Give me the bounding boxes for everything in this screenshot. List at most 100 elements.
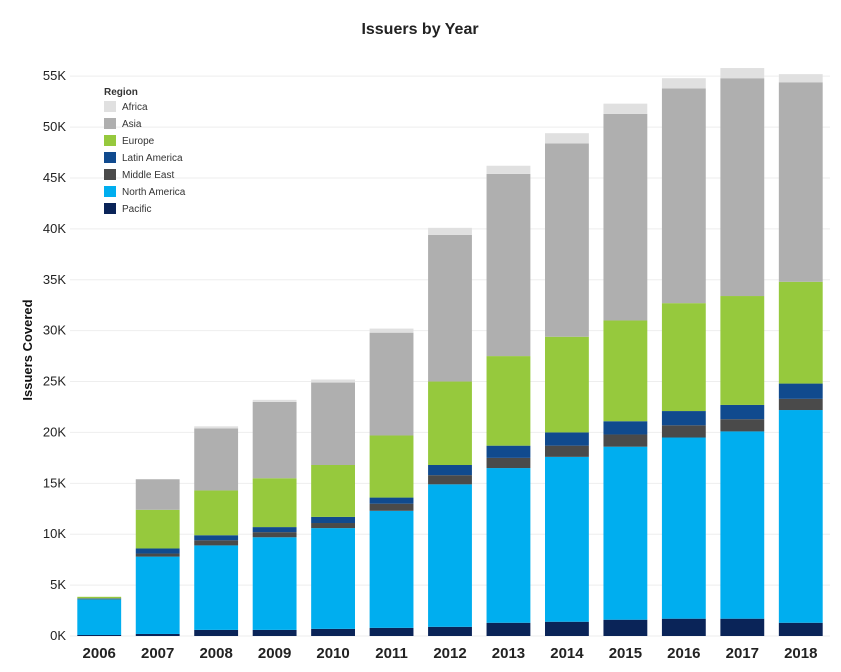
bar-2016-latin-america <box>661 411 706 426</box>
x-tick-label: 2012 <box>433 645 466 662</box>
y-tick-label: 50K <box>43 119 66 134</box>
bar-2018-asia <box>778 82 823 282</box>
bar-2016-europe <box>661 303 706 412</box>
bar-2008-north-america <box>194 545 239 630</box>
bar-2018-pacific <box>778 622 823 636</box>
x-tick-label: 2018 <box>784 645 817 662</box>
bar-2007-north-america <box>135 556 180 634</box>
legend-label-africa: Africa <box>122 102 148 113</box>
bar-2012-middle-east <box>428 475 472 485</box>
bar-2016-north-america <box>661 437 706 619</box>
bar-2010-africa <box>311 379 355 383</box>
x-axis-ticks: 2006 2007 2008 2009 2010 2011 2012 2013 2014 2015… <box>83 645 818 662</box>
bar-2015-latin-america <box>603 421 648 435</box>
bar-2008-asia <box>194 428 239 491</box>
bar-2011-asia <box>369 332 414 436</box>
x-tick-label: 2010 <box>316 645 349 662</box>
bar-2014-middle-east <box>545 445 589 457</box>
bar-2015-europe <box>603 320 648 422</box>
bar-2014-africa <box>545 133 589 144</box>
x-tick-label: 2011 <box>375 645 408 662</box>
bar-2015-asia <box>603 113 648 321</box>
bar-2013-asia <box>486 173 531 357</box>
bar-2018-africa <box>778 74 823 83</box>
bar-2017-africa <box>720 68 765 79</box>
bar-2016-asia <box>661 88 706 304</box>
chart-title: Issuers by Year <box>361 21 478 38</box>
bar-2017-latin-america <box>720 404 765 420</box>
bar-2014-pacific <box>545 621 589 636</box>
bar-2013-latin-america <box>486 445 531 458</box>
bar-2013-pacific <box>486 622 531 636</box>
y-tick-label: 20K <box>43 424 66 439</box>
y-axis-label: Issuers Covered <box>20 299 35 400</box>
legend-swatch-asia <box>104 118 116 129</box>
bar-2014-europe <box>545 336 589 433</box>
legend-swatch-latin-america <box>104 152 116 163</box>
bar-2010-pacific <box>311 628 355 636</box>
legend-label-middle-east: Middle East <box>122 170 174 181</box>
bar-2013-europe <box>486 356 531 446</box>
y-tick-label: 35K <box>43 272 66 287</box>
x-tick-label: 2016 <box>667 645 700 662</box>
bar-2018-europe <box>778 281 823 384</box>
bar-2009-africa <box>252 399 297 402</box>
x-tick-label: 2017 <box>726 645 759 662</box>
bar-2010-europe <box>311 465 355 517</box>
y-tick-label: 40K <box>43 221 66 236</box>
bar-2010-latin-america <box>311 516 355 524</box>
y-tick-label: 5K <box>50 577 66 592</box>
bar-2013-africa <box>486 165 531 174</box>
bar-2014-asia <box>545 143 589 337</box>
bar-2009-pacific <box>252 629 297 636</box>
bar-2011-middle-east <box>369 503 414 511</box>
bar-2009-europe <box>252 478 297 528</box>
y-axis-ticks: 0K 5K 10K 15K 20K 25K 30K 35K 40K 45K 50K 55K <box>43 68 66 643</box>
x-tick-label: 2006 <box>83 645 116 662</box>
bar-2017-europe <box>720 296 765 405</box>
y-tick-label: 10K <box>43 526 66 541</box>
y-tick-label: 25K <box>43 374 66 389</box>
x-tick-label: 2007 <box>141 645 174 662</box>
bar-2017-asia <box>720 78 765 297</box>
bar-2012-north-america <box>428 484 472 627</box>
bar-2010-north-america <box>311 528 355 629</box>
y-tick-label: 30K <box>43 323 66 338</box>
legend-swatch-middle-east <box>104 169 116 180</box>
bar-2009-middle-east <box>252 532 297 538</box>
bar-2006-latin-america <box>77 598 122 599</box>
bar-2011-europe <box>369 435 414 498</box>
bar-2007-asia <box>135 479 180 510</box>
bar-2009-north-america <box>252 537 297 630</box>
bar-2008-africa <box>194 426 239 429</box>
bar-2007-latin-america <box>135 548 180 554</box>
legend-label-asia: Asia <box>122 119 142 130</box>
bar-2016-africa <box>661 78 706 89</box>
bar-2015-pacific <box>603 619 648 636</box>
bar-2018-latin-america <box>778 383 823 399</box>
bar-2006-europe <box>77 596 122 599</box>
bar-2011-latin-america <box>369 497 414 504</box>
x-tick-label: 2015 <box>609 645 642 662</box>
bar-2006-middle-east <box>77 598 122 600</box>
bar-2015-north-america <box>603 446 648 620</box>
bar-2014-latin-america <box>545 432 589 446</box>
bar-2010-middle-east <box>311 523 355 529</box>
x-tick-label: 2013 <box>492 645 525 662</box>
bar-2011-north-america <box>369 510 414 628</box>
legend-label-latin-america: Latin America <box>122 153 183 164</box>
legend-title: Region <box>104 87 138 98</box>
legend-swatch-north-america <box>104 186 116 197</box>
y-tick-label: 45K <box>43 170 66 185</box>
bar-2009-latin-america <box>252 527 297 533</box>
legend-label-pacific: Pacific <box>122 204 151 215</box>
bar-2018-north-america <box>778 410 823 623</box>
bar-2012-europe <box>428 381 472 465</box>
bar-2013-middle-east <box>486 457 531 469</box>
bar-2008-pacific <box>194 629 239 636</box>
bar-2013-north-america <box>486 468 531 623</box>
y-tick-label: 0K <box>50 628 66 643</box>
x-tick-label: 2008 <box>199 645 232 662</box>
y-tick-label: 55K <box>43 68 66 83</box>
